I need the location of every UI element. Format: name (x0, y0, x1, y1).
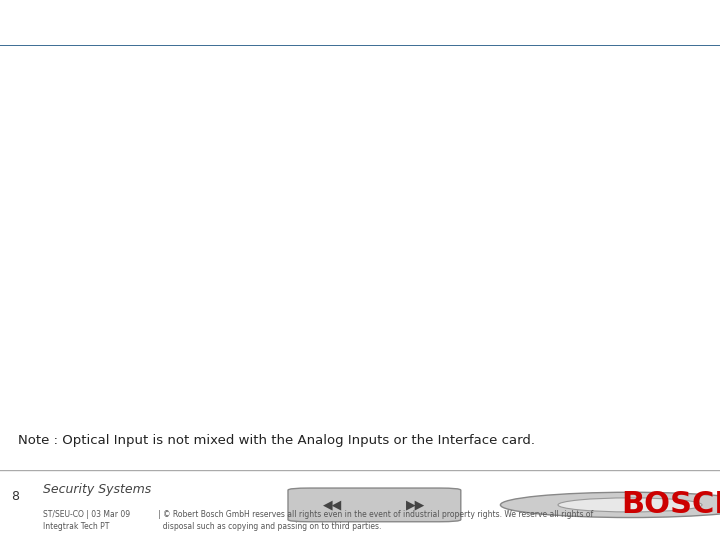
Text: Infra-Red Transmitters Block diagram: Infra-Red Transmitters Block diagram (18, 18, 397, 37)
FancyBboxPatch shape (288, 488, 461, 522)
Text: 8: 8 (11, 490, 19, 503)
Text: Note : Optical Input is not mixed with the Analog Inputs or the Interface card.: Note : Optical Input is not mixed with t… (18, 434, 535, 447)
Circle shape (500, 492, 720, 517)
Text: ◀◀: ◀◀ (323, 498, 343, 511)
Text: Security Systems: Security Systems (43, 483, 151, 496)
Text: ST/SEU-CO | 03 Mar 09
Integtrak Tech PT: ST/SEU-CO | 03 Mar 09 Integtrak Tech PT (43, 510, 130, 531)
Circle shape (558, 498, 702, 512)
Text: | © Robert Bosch GmbH reserves all rights even in the event of industrial proper: | © Robert Bosch GmbH reserves all right… (158, 510, 594, 531)
Text: BOSCH: BOSCH (621, 490, 720, 519)
Text: ▶▶: ▶▶ (406, 498, 426, 511)
